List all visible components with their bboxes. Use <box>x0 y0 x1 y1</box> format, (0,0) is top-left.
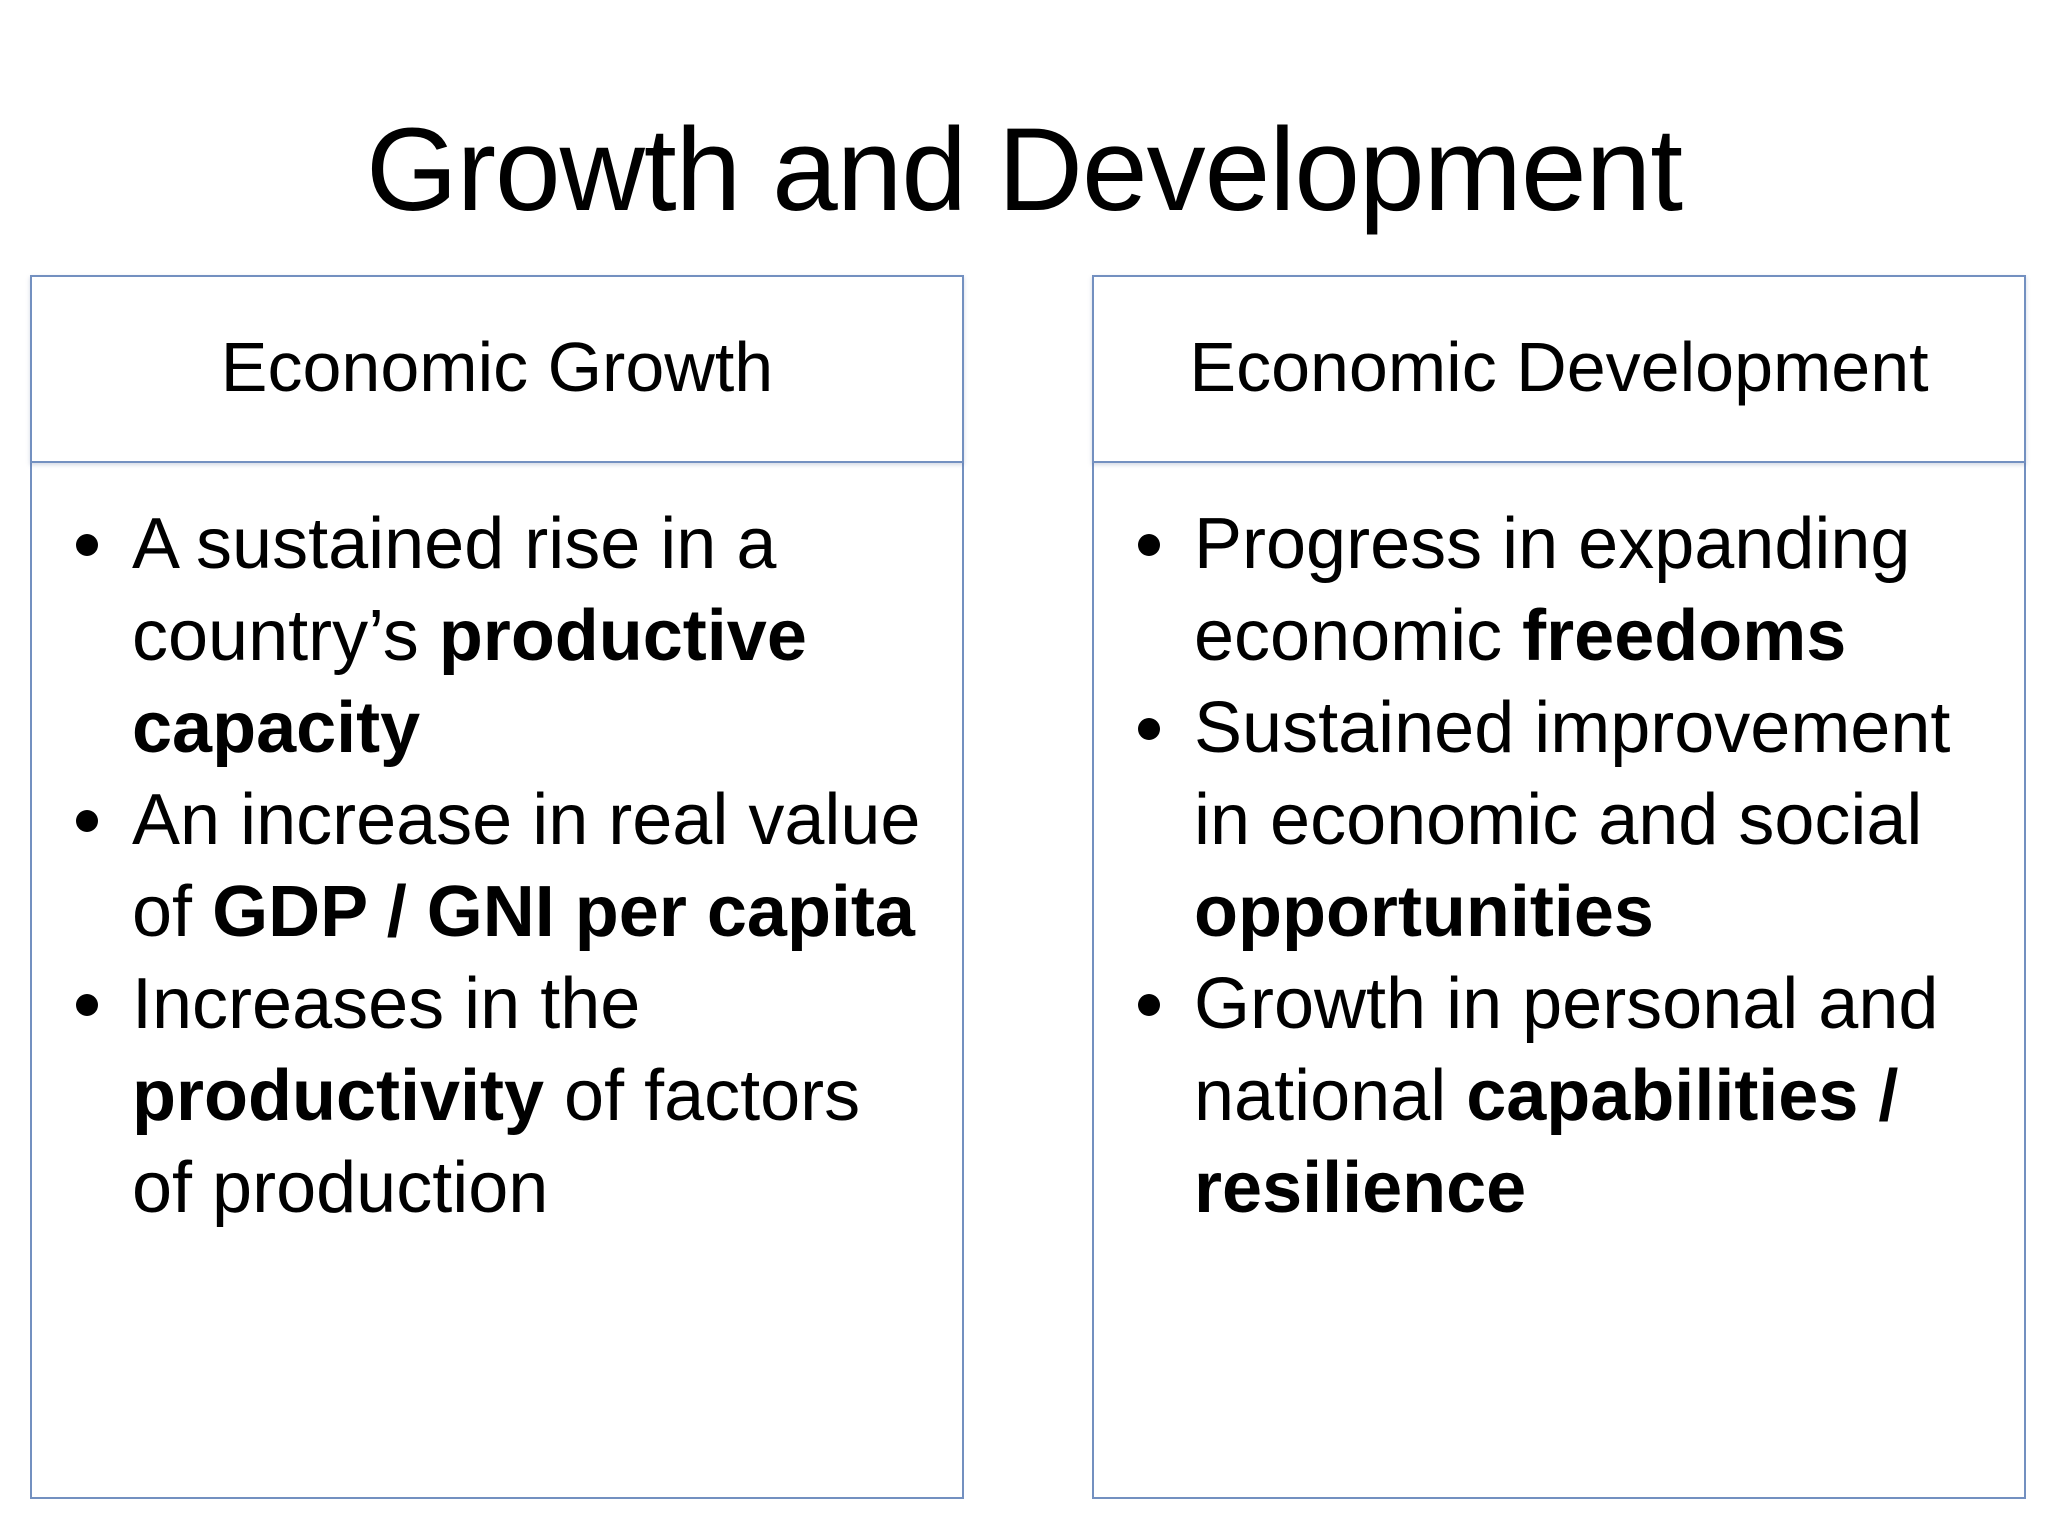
bullet-dot-icon <box>76 994 98 1016</box>
bullet-item: Progress in expanding economic freedoms <box>1130 498 2000 682</box>
bullet-text: Sustained improvement in economic and so… <box>1194 688 1950 952</box>
bullet-text: Increases in the productivity of factors… <box>132 964 860 1228</box>
bullet-text: A sustained rise in a country’s producti… <box>132 504 807 768</box>
bullet-fragment: Increases in the <box>132 964 641 1044</box>
bullet-fragment: Progress in expanding economic <box>1194 504 1911 676</box>
bullet-fragment: Growth in personal and national <box>1194 964 1939 1136</box>
bullet-text: An increase in real value of GDP / GNI p… <box>132 780 920 952</box>
bullet-dot-icon <box>76 534 98 556</box>
bullet-emphasis: GDP / GNI per capita <box>212 872 915 952</box>
slide-title: Growth and Development <box>365 104 1683 236</box>
bullet-text: Progress in expanding economic freedoms <box>1194 504 1910 676</box>
economic-growth-panel <box>30 275 964 1499</box>
economic-growth-heading: Economic Growth <box>30 275 964 463</box>
bullet-fragment: A sustained rise in a country’s <box>132 504 777 676</box>
bullet-emphasis: opportunities <box>1194 872 1654 952</box>
bullet-dot-icon <box>1138 534 1160 556</box>
bullet-emphasis: capabilities / resilience <box>1194 1056 1899 1228</box>
bullet-text: Growth in personal and national capabili… <box>1194 964 1938 1228</box>
bullet-fragment: Sustained improvement in economic and so… <box>1194 688 1951 860</box>
bullet-item: Growth in personal and national capabili… <box>1130 958 2000 1234</box>
economic-development-heading: Economic Development <box>1092 275 2026 463</box>
bullet-emphasis: freedoms <box>1522 596 1847 676</box>
bullet-dot-icon <box>76 810 98 832</box>
economic-growth-list: A sustained rise in a country’s producti… <box>68 498 938 1234</box>
economic-development-panel <box>1092 275 2026 1499</box>
bullet-item: A sustained rise in a country’s producti… <box>68 498 938 774</box>
bullet-fragment: An increase in real value of <box>132 780 921 952</box>
bullet-emphasis: productive capacity <box>132 596 807 768</box>
bullet-item: An increase in real value of GDP / GNI p… <box>68 774 938 958</box>
economic-development-list: Progress in expanding economic freedoms S… <box>1130 498 2000 1234</box>
bullet-emphasis: productivity <box>132 1056 545 1136</box>
bullet-fragment: of factors of production <box>132 1056 861 1228</box>
bullet-dot-icon <box>1138 994 1160 1016</box>
bullet-dot-icon <box>1138 718 1160 740</box>
bullet-item: Increases in the productivity of factors… <box>68 958 938 1234</box>
bullet-item: Sustained improvement in economic and so… <box>1130 682 2000 958</box>
